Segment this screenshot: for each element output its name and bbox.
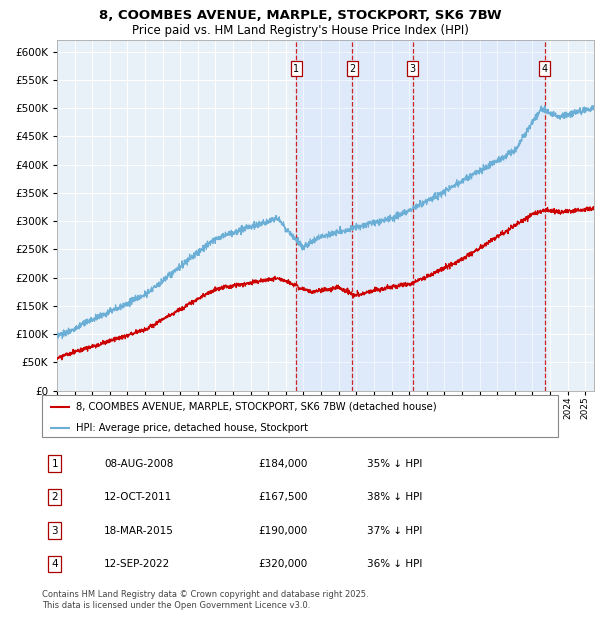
Text: 35% ↓ HPI: 35% ↓ HPI xyxy=(367,459,422,469)
Text: 38% ↓ HPI: 38% ↓ HPI xyxy=(367,492,422,502)
Text: £167,500: £167,500 xyxy=(259,492,308,502)
Text: Contains HM Land Registry data © Crown copyright and database right 2025.: Contains HM Land Registry data © Crown c… xyxy=(42,590,368,600)
Bar xyxy=(296,40,545,391)
Text: This data is licensed under the Open Government Licence v3.0.: This data is licensed under the Open Gov… xyxy=(42,601,310,610)
Text: Price paid vs. HM Land Registry's House Price Index (HPI): Price paid vs. HM Land Registry's House … xyxy=(131,24,469,37)
Text: 8, COOMBES AVENUE, MARPLE, STOCKPORT, SK6 7BW: 8, COOMBES AVENUE, MARPLE, STOCKPORT, SK… xyxy=(98,9,502,22)
Text: 12-OCT-2011: 12-OCT-2011 xyxy=(104,492,172,502)
Text: £190,000: £190,000 xyxy=(259,526,308,536)
Text: 1: 1 xyxy=(293,64,299,74)
Text: 1: 1 xyxy=(52,459,58,469)
Text: 18-MAR-2015: 18-MAR-2015 xyxy=(104,526,174,536)
Text: 12-SEP-2022: 12-SEP-2022 xyxy=(104,559,170,569)
Text: 2: 2 xyxy=(349,64,356,74)
Text: 37% ↓ HPI: 37% ↓ HPI xyxy=(367,526,422,536)
Text: 2: 2 xyxy=(52,492,58,502)
Text: £184,000: £184,000 xyxy=(259,459,308,469)
Text: HPI: Average price, detached house, Stockport: HPI: Average price, detached house, Stoc… xyxy=(76,423,308,433)
Text: 36% ↓ HPI: 36% ↓ HPI xyxy=(367,559,422,569)
Text: 3: 3 xyxy=(52,526,58,536)
FancyBboxPatch shape xyxy=(42,395,558,437)
Text: £320,000: £320,000 xyxy=(259,559,308,569)
Text: 08-AUG-2008: 08-AUG-2008 xyxy=(104,459,173,469)
Text: 4: 4 xyxy=(542,64,548,74)
Text: 3: 3 xyxy=(410,64,416,74)
Text: 8, COOMBES AVENUE, MARPLE, STOCKPORT, SK6 7BW (detached house): 8, COOMBES AVENUE, MARPLE, STOCKPORT, SK… xyxy=(76,402,436,412)
Text: 4: 4 xyxy=(52,559,58,569)
